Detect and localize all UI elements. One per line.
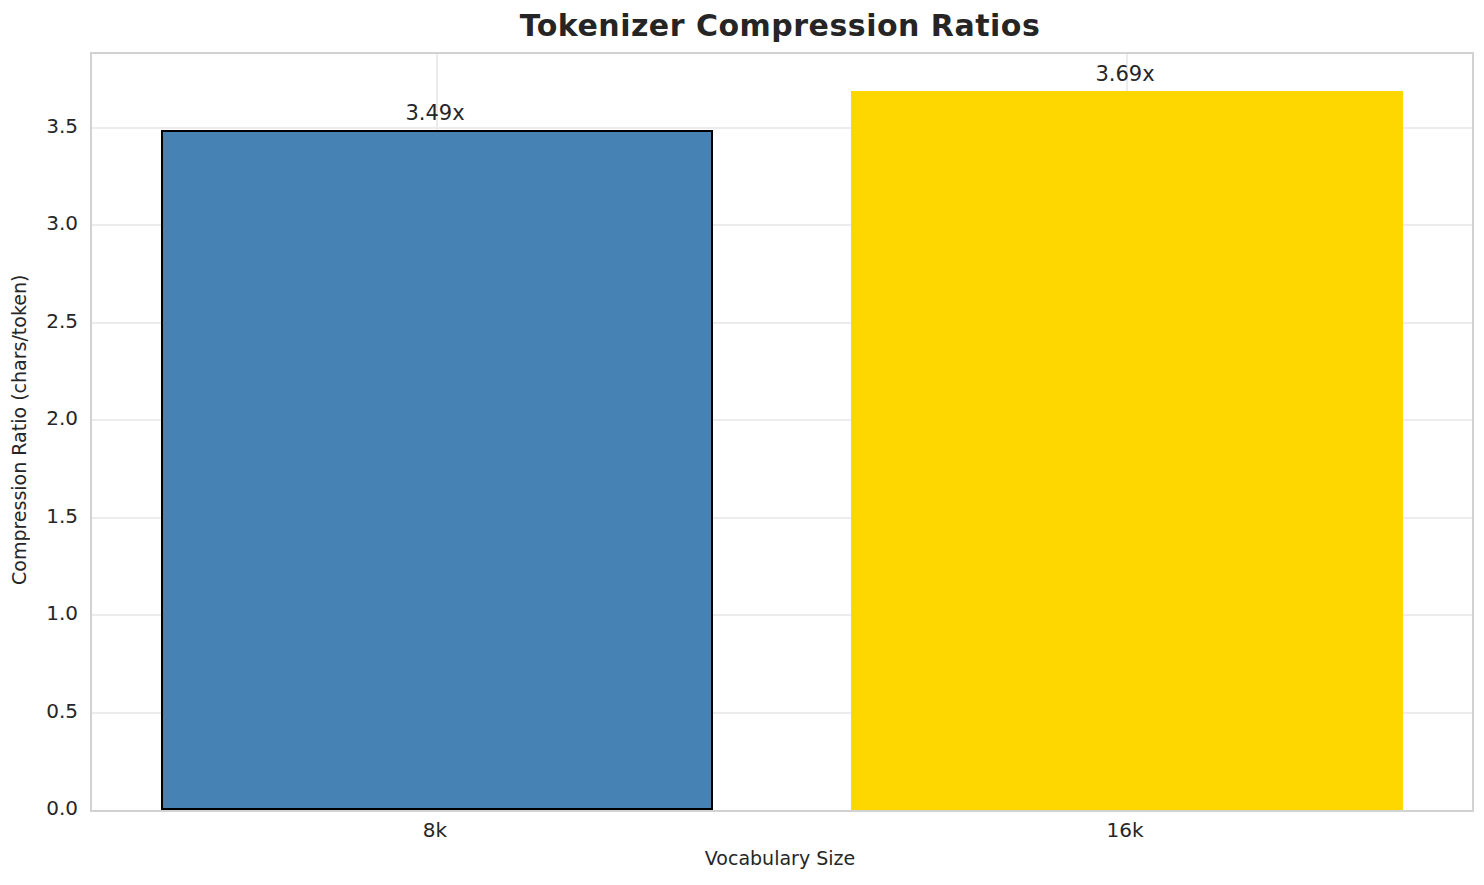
chart-title: Tokenizer Compression Ratios [90, 8, 1470, 43]
x-tick-label: 8k [423, 818, 447, 842]
chart: Tokenizer Compression Ratios Vocabulary … [0, 0, 1484, 885]
x-axis-label: Vocabulary Size [90, 847, 1470, 869]
y-tick-label: 0.5 [0, 699, 78, 723]
y-tick-label: 3.5 [0, 114, 78, 138]
y-tick-label: 2.0 [0, 406, 78, 430]
bar-value-label: 3.49x [405, 101, 464, 125]
y-tick-label: 3.0 [0, 211, 78, 235]
y-tick-label: 2.5 [0, 309, 78, 333]
y-tick-label: 1.5 [0, 504, 78, 528]
y-tick-label: 1.0 [0, 601, 78, 625]
y-tick-label: 0.0 [0, 796, 78, 820]
plot-area [90, 52, 1474, 812]
x-tick-label: 16k [1106, 818, 1143, 842]
bar-8k [161, 130, 713, 810]
bar-value-label: 3.69x [1095, 62, 1154, 86]
bar-16k [851, 91, 1403, 810]
